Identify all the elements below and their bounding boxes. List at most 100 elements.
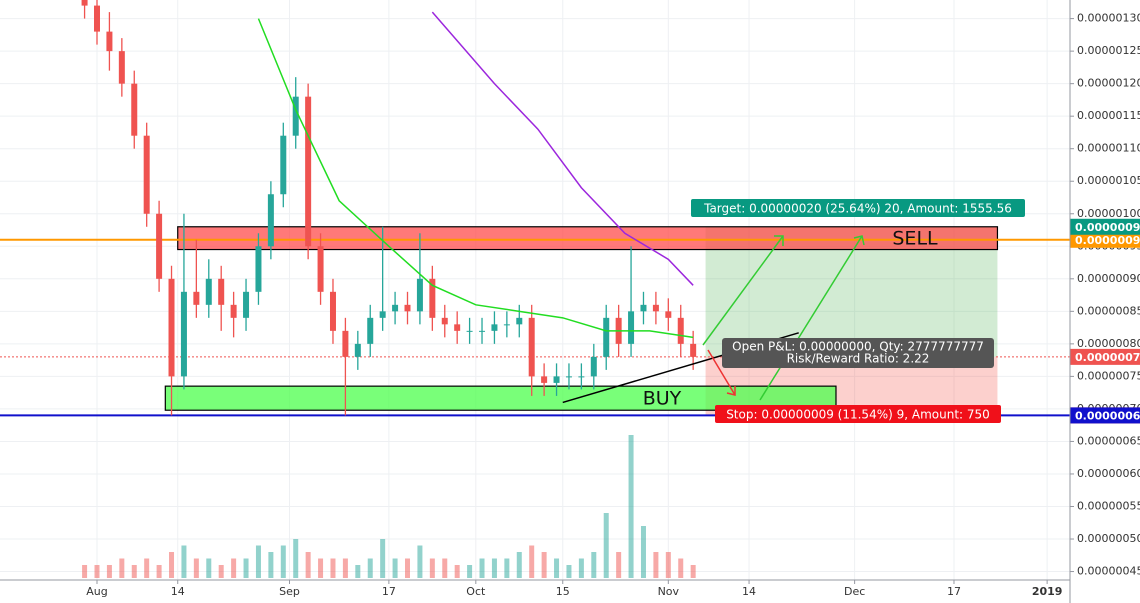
volume-bar [591,552,597,578]
volume-bar [94,565,100,578]
volume-bar [231,558,237,578]
volume-bar [479,558,485,578]
y-tick-label: 0.00000045 [1077,565,1140,578]
candle-body [590,356,597,377]
volume-bar [554,558,560,578]
candle-body [329,291,336,331]
candle-body [218,278,225,305]
volume-bar [193,558,199,578]
moving-average [257,18,694,339]
x-tick-label: Sep [279,585,300,598]
candle-body [404,304,411,312]
candle-body [106,31,113,52]
candle-body [479,330,486,332]
volume-bar [690,565,696,578]
candle-body [305,96,312,247]
x-tick-label: 17 [382,585,396,598]
volume-bar [280,545,286,578]
volume-bar [640,526,646,578]
volume-bar [678,558,684,578]
volume-bar [541,552,547,578]
candle-body [690,343,697,357]
candle-body [528,317,535,377]
price-tag [1070,407,1140,424]
volume-bar [566,565,572,578]
volume-bar [367,558,373,578]
stop-label: Stop: 0.00000009 (11.54%) 9, Amount: 750 [726,408,990,422]
volume-bar [342,558,348,578]
pnl-box [722,338,994,368]
candle-body [354,343,361,357]
y-tick-label: 0.00000060 [1077,467,1140,480]
price-tag [1070,348,1140,365]
arrow [702,235,784,346]
price-tag-label: 0.00000078 [1075,351,1140,364]
volume-bar [268,552,274,578]
volume-bar [181,545,187,578]
candle-body [168,278,175,377]
arrow [726,386,736,396]
price-tag-label: 0.00000096 [1075,234,1140,247]
x-tick-label: Aug [86,585,107,598]
y-tick-label: 0.00000115 [1077,109,1140,122]
y-tick-label: 0.00000125 [1077,44,1140,57]
volume-bar [243,558,249,578]
candle-body [429,278,436,318]
candle-body [81,0,88,6]
volume-bar [467,565,473,578]
volume-bar [628,435,634,578]
candle-body [118,51,125,84]
pnl-label: Open P&L: 0.00000000, Qty: 2777777777 [732,340,984,354]
candle-body [205,278,212,305]
volume-bar [144,558,150,578]
volume-bar [491,558,497,578]
candle-body [628,311,635,344]
zone-label: SELL [892,228,938,250]
candle-body [267,194,274,247]
candle-body [243,291,250,318]
volume-bar [417,545,423,578]
x-tick-label: Oct [466,585,486,598]
candle-body [94,5,100,32]
volume-bar [578,558,584,578]
target-label: Target: 0.00000020 (25.64%) 20, Amount: … [703,202,1012,216]
volume-bar [504,558,510,578]
volume-bar [82,565,88,578]
candle-body [677,317,684,344]
volume-bar [516,552,522,578]
arrow [774,235,784,246]
x-tick-label: 15 [556,585,570,598]
zone [177,226,999,251]
y-tick-label: 0.00000085 [1077,304,1140,317]
candle-body [503,324,510,326]
y-tick-label: 0.00000055 [1077,499,1140,512]
volume-bar [603,513,609,578]
volume-bar [429,558,435,578]
volume-bar [169,552,175,578]
volume-bar [380,539,386,578]
target-label-box [691,199,1025,217]
volume-bar [293,539,299,578]
candle-body [143,135,150,214]
x-tick-label: 2019 [1032,585,1063,598]
volume-bar [119,558,125,578]
candle-body [131,83,138,136]
y-tick-label: 0.00000105 [1077,174,1140,187]
volume-bar [392,558,398,578]
candle-body [640,304,647,312]
candle-body [565,376,572,378]
y-tick-label: 0.00000130 [1077,12,1140,25]
volume-bar [665,552,671,578]
y-tick-label: 0.00000080 [1077,337,1140,350]
x-tick-label: Dec [844,585,865,598]
candle-body [317,246,324,292]
candle-body [491,324,498,331]
volume-bar [454,565,460,578]
y-tick-label: 0.00000050 [1077,532,1140,545]
price-tag-label: 0.00000098 [1075,221,1140,234]
candle-body [416,278,423,312]
candle-body [292,96,299,136]
candle-body [280,135,287,195]
